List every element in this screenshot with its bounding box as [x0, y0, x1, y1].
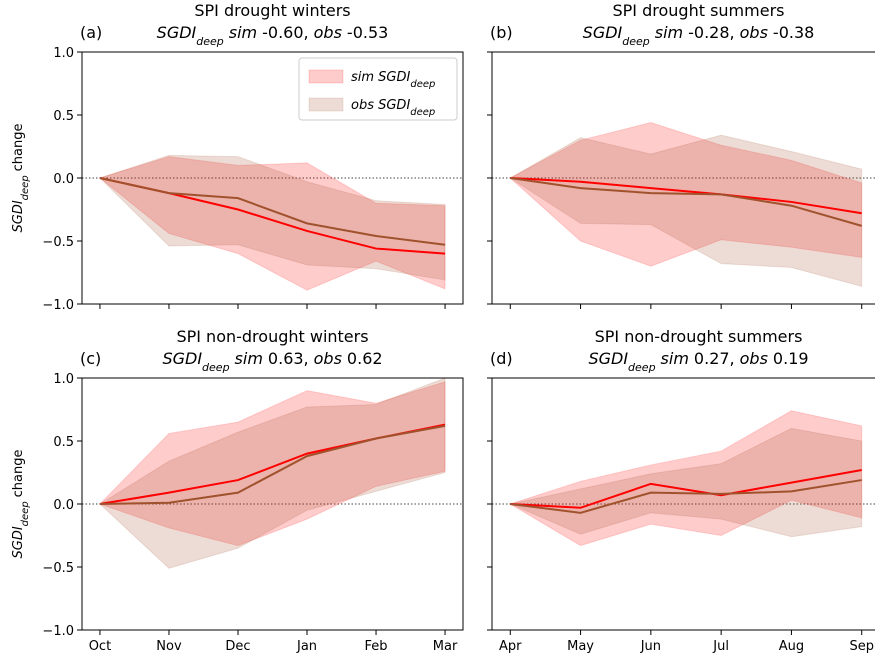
x-tick-label: May — [567, 639, 594, 654]
subtitle-var: SGDI — [583, 23, 623, 42]
legend-sub: deep — [410, 107, 435, 118]
range-band — [99, 154, 446, 281]
x-tick-label: Sep — [849, 639, 874, 654]
ylabel-text: change — [11, 123, 26, 171]
subtitle-var: SGDI — [162, 349, 202, 368]
range-band — [508, 427, 863, 538]
subtitle-sim-label: sim — [229, 23, 257, 42]
range-band — [509, 134, 863, 288]
y-tick-label: −1.0 — [42, 624, 74, 639]
y-tick-label: −0.5 — [42, 235, 74, 250]
panel-subtitle: SGDIdeep sim -0.28, obs -0.38 — [583, 23, 815, 48]
mean-line — [99, 177, 446, 246]
panel-label: (d) — [490, 349, 513, 368]
y-tick-label: −1.0 — [42, 298, 74, 313]
panel-title: SPI non-drought summers — [595, 327, 803, 346]
ylabel-var: SGDI — [11, 200, 26, 232]
panel-title: SPI non-drought winters — [176, 327, 368, 346]
subtitle-sub: deep — [196, 35, 224, 48]
ylabel-sub: deep — [20, 175, 31, 200]
subtitle-var: SGDI — [588, 349, 628, 368]
subtitle-sim-label: sim — [661, 349, 689, 368]
panel-label: (b) — [490, 23, 513, 42]
ylabel-var: SGDI — [11, 526, 26, 558]
ylabel-text: change — [11, 449, 26, 497]
range-band — [509, 410, 863, 547]
y-tick-label: 0.0 — [53, 172, 74, 187]
panel-label: (a) — [80, 23, 102, 42]
mean-line — [510, 468, 862, 509]
mean-line — [510, 177, 862, 215]
mean-line — [510, 479, 862, 514]
subtitle-sim-label: sim — [235, 349, 263, 368]
mean-line — [510, 177, 863, 227]
subtitle-sub: deep — [622, 35, 650, 48]
x-tick-label: Nov — [156, 639, 182, 654]
y-tick-label: 0.0 — [53, 498, 74, 513]
axes-frame — [491, 51, 875, 305]
subtitle-sim: 0.63 — [268, 349, 304, 368]
subtitle-obs-label: obs — [740, 349, 768, 368]
subtitle-sub: deep — [202, 361, 230, 374]
subtitle-var: SGDI — [157, 23, 197, 42]
subtitle-sep: , — [730, 349, 735, 368]
subtitle-sep: , — [304, 23, 309, 42]
x-tick-label: Mar — [433, 639, 458, 654]
axes-frame — [491, 377, 875, 631]
legend-box — [298, 57, 458, 121]
ylabel-sub: deep — [20, 501, 31, 526]
panel-label: (c) — [80, 349, 101, 368]
x-tick-label: Apr — [499, 639, 522, 654]
range-band — [98, 156, 446, 291]
legend-swatch — [308, 97, 344, 112]
subtitle-sim: -0.60 — [262, 23, 303, 42]
x-tick-label: Dec — [225, 639, 250, 654]
legend-name: obs SGDI — [351, 98, 410, 113]
y-axis-label: SGDIdeep change — [11, 449, 31, 558]
y-tick-label: 1.0 — [53, 46, 74, 61]
panel-subtitle: SGDIdeep sim 0.63, obs 0.62 — [162, 349, 382, 374]
x-tick-label: Feb — [365, 639, 388, 654]
subtitle-obs: -0.53 — [347, 23, 388, 42]
subtitle-obs: 0.62 — [347, 349, 383, 368]
x-tick-label: Aug — [779, 639, 804, 654]
subtitle-obs-label: obs — [314, 349, 342, 368]
x-tick-label: Oct — [89, 639, 111, 654]
panel-subtitle: SGDIdeep sim -0.60, obs -0.53 — [157, 23, 389, 48]
subtitle-obs: 0.19 — [773, 349, 809, 368]
y-tick-label: 0.5 — [53, 435, 74, 450]
subtitle-obs-label: obs — [740, 23, 768, 42]
mean-line — [99, 424, 446, 505]
panel-title: SPI drought winters — [194, 1, 350, 20]
x-tick-label: Jan — [296, 639, 317, 654]
legend-label: obs SGDIdeep — [351, 98, 435, 118]
axes-frame — [81, 377, 464, 631]
y-tick-label: −0.5 — [42, 561, 74, 576]
subtitle-sim: -0.28 — [688, 23, 729, 42]
panel-title: SPI drought summers — [613, 1, 785, 20]
y-axis-label: SGDIdeep change — [11, 123, 31, 232]
x-tick-label: Jul — [712, 639, 729, 654]
subtitle-sim-label: sim — [655, 23, 683, 42]
legend-swatch — [308, 69, 344, 84]
panel-subtitle: SGDIdeep sim 0.27, obs 0.19 — [588, 349, 808, 374]
y-tick-label: 1.0 — [53, 372, 74, 387]
subtitle-sub: deep — [628, 361, 656, 374]
subtitle-sep: , — [730, 23, 735, 42]
subtitle-sim: 0.27 — [694, 349, 730, 368]
subtitle-obs: -0.38 — [773, 23, 814, 42]
legend-label: sim SGDIdeep — [351, 70, 435, 90]
y-tick-label: 0.5 — [53, 109, 74, 124]
x-tick-label: Jun — [640, 639, 661, 654]
subtitle-obs-label: obs — [314, 23, 342, 42]
axes-frame — [81, 51, 464, 305]
subtitle-sep: , — [304, 349, 309, 368]
legend-name: sim SGDI — [351, 70, 411, 85]
legend-sub: deep — [410, 79, 435, 90]
